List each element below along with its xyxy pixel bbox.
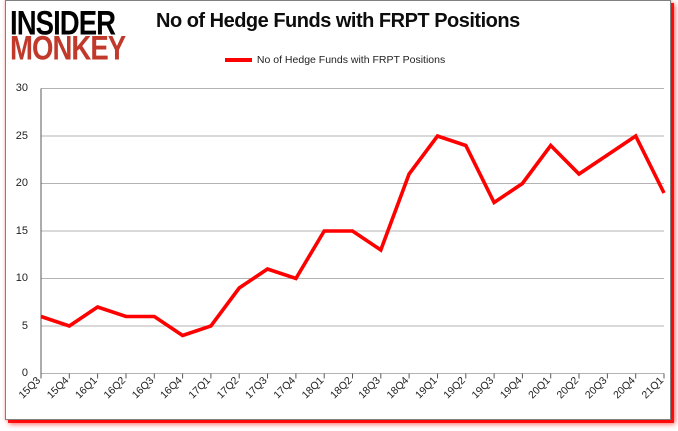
svg-text:18Q4: 18Q4 (385, 375, 412, 402)
svg-text:19Q1: 19Q1 (413, 375, 440, 402)
svg-text:20Q4: 20Q4 (611, 375, 638, 402)
svg-text:19Q2: 19Q2 (441, 375, 468, 402)
svg-text:16Q1: 16Q1 (73, 375, 100, 402)
svg-text:21Q1: 21Q1 (639, 375, 666, 402)
svg-text:20Q3: 20Q3 (583, 375, 610, 402)
svg-text:16Q4: 16Q4 (158, 375, 185, 402)
svg-text:18Q1: 18Q1 (300, 375, 327, 402)
svg-text:17Q2: 17Q2 (215, 375, 242, 402)
svg-text:15Q3: 15Q3 (16, 375, 43, 402)
svg-text:17Q4: 17Q4 (271, 375, 298, 402)
svg-text:17Q3: 17Q3 (243, 375, 270, 402)
svg-text:16Q3: 16Q3 (130, 375, 157, 402)
svg-text:15Q4: 15Q4 (45, 375, 72, 402)
svg-text:20Q2: 20Q2 (554, 375, 581, 402)
svg-text:18Q2: 18Q2 (328, 375, 355, 402)
svg-text:19Q3: 19Q3 (470, 375, 497, 402)
svg-text:20Q1: 20Q1 (526, 375, 553, 402)
svg-text:16Q2: 16Q2 (101, 375, 128, 402)
svg-text:17Q1: 17Q1 (186, 375, 213, 402)
svg-text:18Q3: 18Q3 (356, 375, 383, 402)
svg-text:19Q4: 19Q4 (498, 375, 525, 402)
